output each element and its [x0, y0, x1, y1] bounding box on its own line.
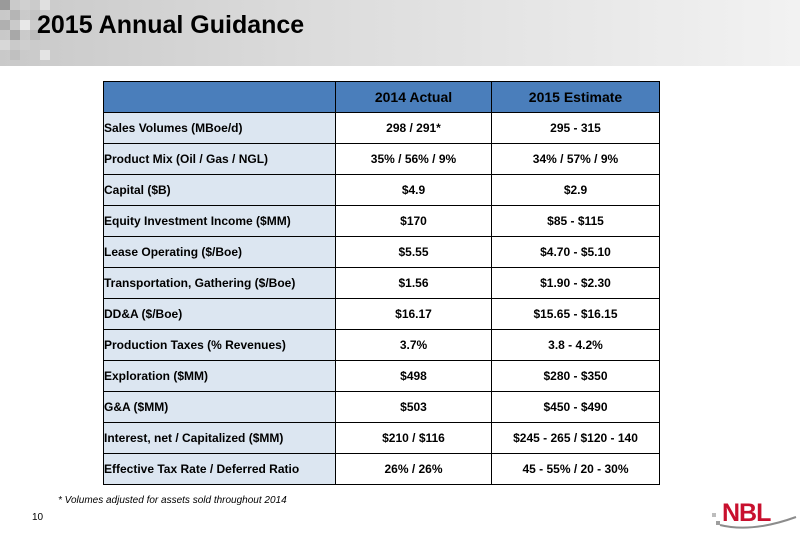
- logo-swoosh-icon: [712, 513, 797, 529]
- table-row: DD&A ($/Boe) $16.17 $15.65 - $16.15: [103, 298, 660, 330]
- cell-2015-estimate: 45 - 55% / 20 - 30%: [491, 453, 660, 485]
- nbl-logo: NBL: [712, 495, 798, 531]
- cell-2015-estimate: $280 - $350: [491, 360, 660, 392]
- cell-2014-actual: $498: [335, 360, 492, 392]
- table-header-row: 2014 Actual 2015 Estimate: [103, 81, 660, 113]
- cell-2014-actual: $5.55: [335, 236, 492, 268]
- table-row: Sales Volumes (MBoe/d) 298 / 291* 295 - 31…: [103, 112, 660, 144]
- cell-2014-actual: 298 / 291*: [335, 112, 492, 144]
- header-band: 2015 Annual Guidance: [0, 0, 800, 66]
- cell-2015-estimate: $15.65 - $16.15: [491, 298, 660, 330]
- row-label: Sales Volumes (MBoe/d): [103, 112, 336, 144]
- row-label: Transportation, Gathering ($/Boe): [103, 267, 336, 299]
- table-row: Interest, net / Capitalized ($MM) $210 / …: [103, 422, 660, 454]
- cell-2014-actual: 35% / 56% / 9%: [335, 143, 492, 175]
- cell-2015-estimate: $2.9: [491, 174, 660, 206]
- cell-2015-estimate: 3.8 - 4.2%: [491, 329, 660, 361]
- column-header-blank: [103, 81, 336, 113]
- column-header-2014-actual: 2014 Actual: [335, 81, 492, 113]
- cell-2014-actual: 26% / 26%: [335, 453, 492, 485]
- cell-2014-actual: $170: [335, 205, 492, 237]
- table-row: G&A ($MM) $503 $450 - $490: [103, 391, 660, 423]
- cell-2014-actual: $4.9: [335, 174, 492, 206]
- row-label: Interest, net / Capitalized ($MM): [103, 422, 336, 454]
- page-title: 2015 Annual Guidance: [37, 11, 305, 39]
- row-label: Equity Investment Income ($MM): [103, 205, 336, 237]
- table-row: Lease Operating ($/Boe) $5.55 $4.70 - $5.1…: [103, 236, 660, 268]
- cell-2014-actual: $16.17: [335, 298, 492, 330]
- cell-2015-estimate: $85 - $115: [491, 205, 660, 237]
- row-label: Exploration ($MM): [103, 360, 336, 392]
- table-row: Exploration ($MM) $498 $280 - $350: [103, 360, 660, 392]
- table-row: Effective Tax Rate / Deferred Ratio 26% /…: [103, 453, 660, 485]
- cell-2015-estimate: 295 - 315: [491, 112, 660, 144]
- row-label: Capital ($B): [103, 174, 336, 206]
- row-label: DD&A ($/Boe): [103, 298, 336, 330]
- cell-2015-estimate: $1.90 - $2.30: [491, 267, 660, 299]
- row-label: Lease Operating ($/Boe): [103, 236, 336, 268]
- guidance-table: 2014 Actual 2015 Estimate Sales Volumes …: [103, 81, 660, 485]
- cell-2015-estimate: $4.70 - $5.10: [491, 236, 660, 268]
- row-label: Product Mix (Oil / Gas / NGL): [103, 143, 336, 175]
- row-label: Effective Tax Rate / Deferred Ratio: [103, 453, 336, 485]
- table-row: Production Taxes (% Revenues) 3.7% 3.8 - 4…: [103, 329, 660, 361]
- logo-text: NBL: [722, 499, 771, 527]
- column-header-2015-estimate: 2015 Estimate: [491, 81, 660, 113]
- footnote: * Volumes adjusted for assets sold throu…: [58, 495, 287, 506]
- table-body: Sales Volumes (MBoe/d) 298 / 291* 295 - 31…: [103, 112, 660, 485]
- decorative-squares: [0, 0, 60, 66]
- cell-2014-actual: $503: [335, 391, 492, 423]
- table-row: Transportation, Gathering ($/Boe) $1.56 $1…: [103, 267, 660, 299]
- row-label: Production Taxes (% Revenues): [103, 329, 336, 361]
- row-label: G&A ($MM): [103, 391, 336, 423]
- page-number: 10: [32, 512, 44, 523]
- cell-2015-estimate: 34% / 57% / 9%: [491, 143, 660, 175]
- cell-2014-actual: 3.7%: [335, 329, 492, 361]
- cell-2014-actual: $210 / $116: [335, 422, 492, 454]
- table-row: Equity Investment Income ($MM) $170 $85 - …: [103, 205, 660, 237]
- cell-2015-estimate: $450 - $490: [491, 391, 660, 423]
- table-row: Product Mix (Oil / Gas / NGL) 35% / 56% /…: [103, 143, 660, 175]
- cell-2015-estimate: $245 - 265 / $120 - 140: [491, 422, 660, 454]
- table-row: Capital ($B) $4.9 $2.9: [103, 174, 660, 206]
- cell-2014-actual: $1.56: [335, 267, 492, 299]
